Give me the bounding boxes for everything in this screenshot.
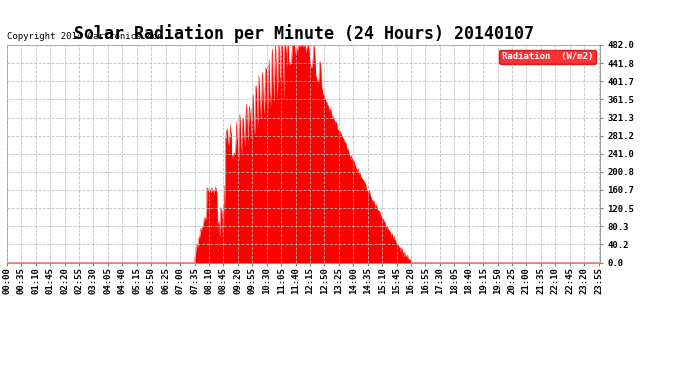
Title: Solar Radiation per Minute (24 Hours) 20140107: Solar Radiation per Minute (24 Hours) 20… xyxy=(74,24,533,44)
Legend: Radiation  (W/m2): Radiation (W/m2) xyxy=(499,50,595,64)
Text: Copyright 2014 Cartronics.com: Copyright 2014 Cartronics.com xyxy=(7,32,163,40)
